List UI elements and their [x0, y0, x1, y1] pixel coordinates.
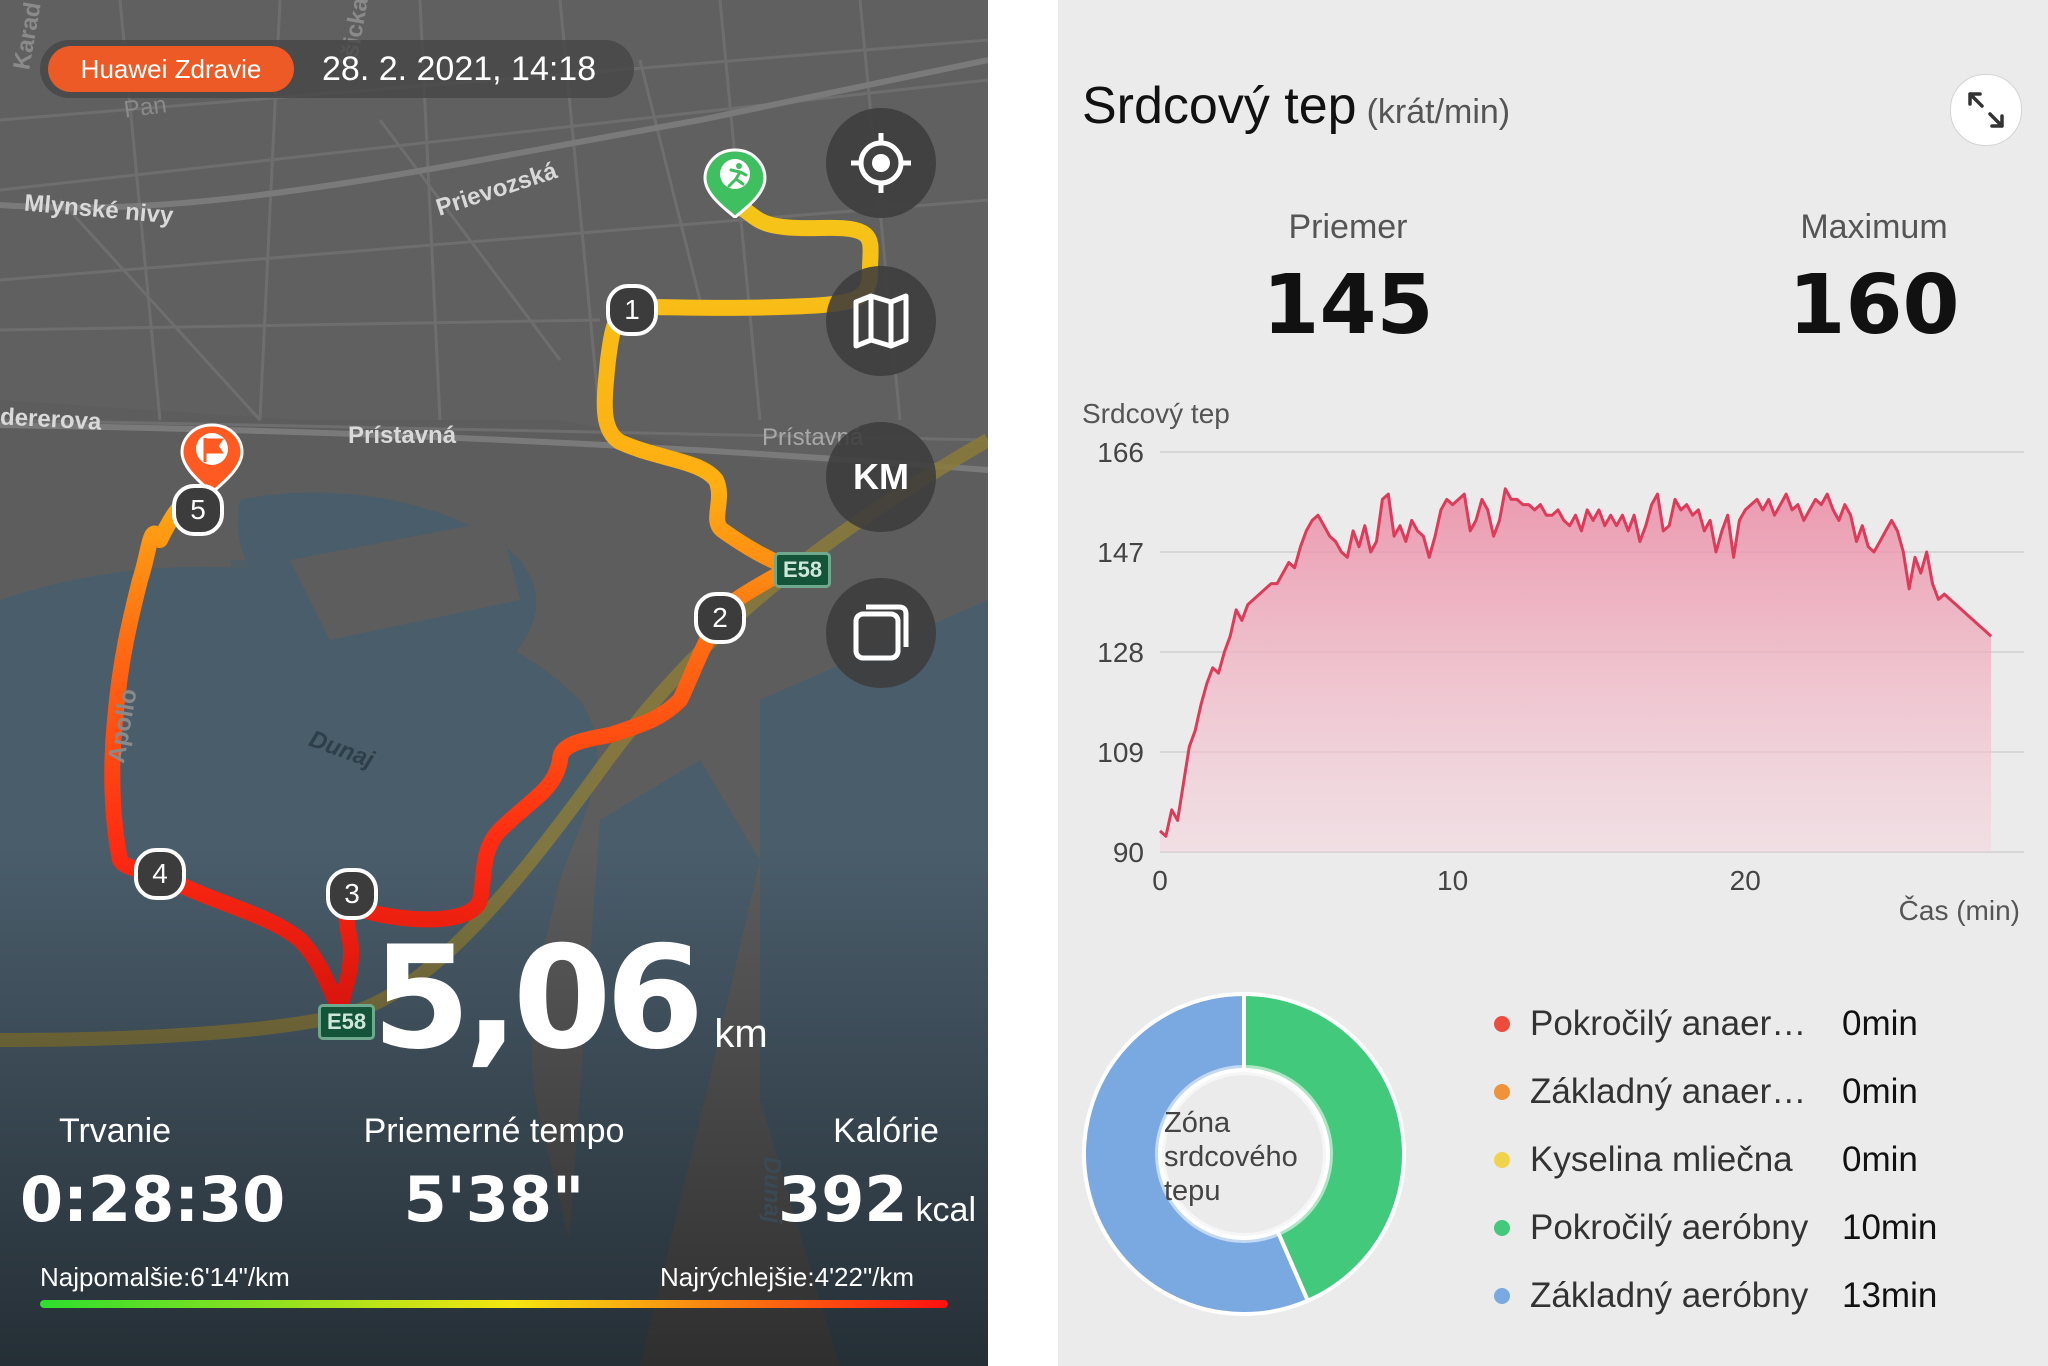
- km-marker[interactable]: 5: [172, 484, 224, 536]
- y-tick-label: 128: [1097, 637, 1144, 668]
- zone-dot: [1494, 1016, 1510, 1032]
- average-value: 145: [1262, 258, 1434, 353]
- maximum-value: 160: [1788, 258, 1960, 353]
- zone-dot: [1494, 1288, 1510, 1304]
- zone-dot: [1494, 1220, 1510, 1236]
- zone-name: Pokročilý aeróbny: [1530, 1208, 1809, 1247]
- zone-dot: [1494, 1084, 1510, 1100]
- unit-button[interactable]: KM: [826, 422, 936, 532]
- map-style-button[interactable]: [826, 266, 936, 376]
- calories-stat: Kalórie 392 kcal: [776, 1112, 976, 1236]
- slowest-pace: Najpomalšie:6'14"/km: [40, 1262, 290, 1292]
- zone-row[interactable]: Kyselina mliečna 0min: [1494, 1126, 1937, 1194]
- pace-gradient-bar: [40, 1300, 948, 1308]
- finish-flag-icon: [180, 423, 244, 495]
- road-shield: E58: [318, 1004, 376, 1040]
- donut-label: Zóna srdcového tepu: [1164, 1107, 1298, 1207]
- chart-x-title: Čas (min): [1899, 895, 2020, 926]
- zone-legend: Pokročilý anaer… 0min Základný anaer… 0min…: [1494, 990, 1937, 1330]
- zone-name: Kyselina mliečna: [1530, 1140, 1793, 1179]
- calories-value: 392: [778, 1163, 908, 1236]
- road-shield: E58: [774, 552, 832, 588]
- total-distance: 5,06 km: [372, 916, 768, 1081]
- heart-zone-donut[interactable]: [1074, 984, 1414, 1324]
- zone-row[interactable]: Pokročilý aeróbny 10min: [1494, 1194, 1937, 1262]
- zone-name: Základný aeróbny: [1530, 1276, 1809, 1315]
- route-map-panel[interactable]: Mlynské nivy Prievozská dererova Prístav…: [0, 0, 988, 1366]
- zone-value: 0min: [1842, 1072, 1918, 1111]
- zone-value: 0min: [1842, 1004, 1918, 1043]
- x-tick-label: 0: [1152, 865, 1168, 896]
- km-marker[interactable]: 2: [694, 592, 746, 644]
- expand-icon: [1968, 92, 2004, 128]
- calories-label: Kalórie: [833, 1112, 939, 1150]
- road-label: Prístavná: [348, 422, 457, 449]
- y-tick-label: 166: [1097, 437, 1144, 468]
- heart-rate-title: Srdcový tep (krát/min): [1082, 76, 1510, 136]
- zone-row[interactable]: Základný anaer… 0min: [1494, 1058, 1937, 1126]
- zone-row[interactable]: Základný aeróbny 13min: [1494, 1262, 1937, 1330]
- maximum-label: Maximum: [1800, 208, 1948, 246]
- zone-row[interactable]: Pokročilý anaer… 0min: [1494, 990, 1937, 1058]
- locate-button[interactable]: [826, 108, 936, 218]
- calories-unit: kcal: [915, 1191, 976, 1229]
- layers-icon: [853, 604, 909, 661]
- zone-value: 0min: [1842, 1140, 1918, 1179]
- zone-name: Pokročilý anaer…: [1530, 1004, 1807, 1043]
- activity-datetime: 28. 2. 2021, 14:18: [322, 50, 597, 88]
- start-pin-icon: [703, 148, 767, 219]
- heart-rate-panel: Srdcový tep (krát/min) Priemer 145 Maximu…: [1058, 0, 2048, 1366]
- duration-value: 0:28:30: [20, 1163, 286, 1236]
- km-marker[interactable]: 4: [134, 848, 186, 900]
- heart-rate-unit: (krát/min): [1366, 93, 1511, 131]
- map-icon: [853, 293, 909, 349]
- zone-value: 13min: [1842, 1276, 1938, 1315]
- heart-rate-title-text: Srdcový tep: [1082, 77, 1357, 135]
- layers-button[interactable]: [826, 578, 936, 688]
- y-tick-label: 109: [1097, 737, 1144, 768]
- pace-value: 5'38": [403, 1163, 585, 1236]
- crosshair-icon: [851, 133, 911, 193]
- unit-label: KM: [853, 456, 909, 497]
- zone-value: 10min: [1842, 1208, 1938, 1247]
- fastest-pace: Najrýchlejšie:4'22"/km: [660, 1262, 915, 1292]
- road-label: dererova: [0, 403, 103, 436]
- zone-name: Základný anaer…: [1530, 1072, 1807, 1111]
- km-marker[interactable]: 3: [326, 868, 378, 920]
- expand-button[interactable]: [1950, 74, 2022, 146]
- duration-label: Trvanie: [58, 1112, 172, 1150]
- km-marker[interactable]: 1: [606, 284, 658, 336]
- heart-rate-line: [1158, 487, 1993, 838]
- heart-rate-chart[interactable]: 166 147 128 109 90 0 10 20 Čas (min): [1058, 420, 2048, 940]
- y-tick-label: 147: [1097, 537, 1144, 568]
- donut-inner-ring: [1155, 1065, 1333, 1243]
- distance-value: 5,06: [372, 916, 704, 1081]
- distance-unit: km: [714, 1012, 768, 1056]
- map-canvas[interactable]: [0, 0, 988, 1366]
- zone-dot: [1494, 1152, 1510, 1168]
- y-tick-label: 90: [1113, 837, 1144, 868]
- x-tick-label: 20: [1730, 865, 1761, 896]
- average-label: Priemer: [1288, 208, 1408, 246]
- heart-rate-area: [1160, 488, 1992, 852]
- pace-stat: Priemerné tempo 5'38": [344, 1112, 644, 1236]
- chart-y-title: Srdcový tep: [1082, 398, 1230, 429]
- pace-label: Priemerné tempo: [363, 1112, 625, 1150]
- duration-stat: Trvanie 0:28:30: [20, 1112, 286, 1236]
- activity-header: Huawei Zdravie 28. 2. 2021, 14:18: [40, 40, 634, 98]
- x-tick-label: 10: [1437, 865, 1468, 896]
- app-badge[interactable]: Huawei Zdravie: [48, 46, 294, 92]
